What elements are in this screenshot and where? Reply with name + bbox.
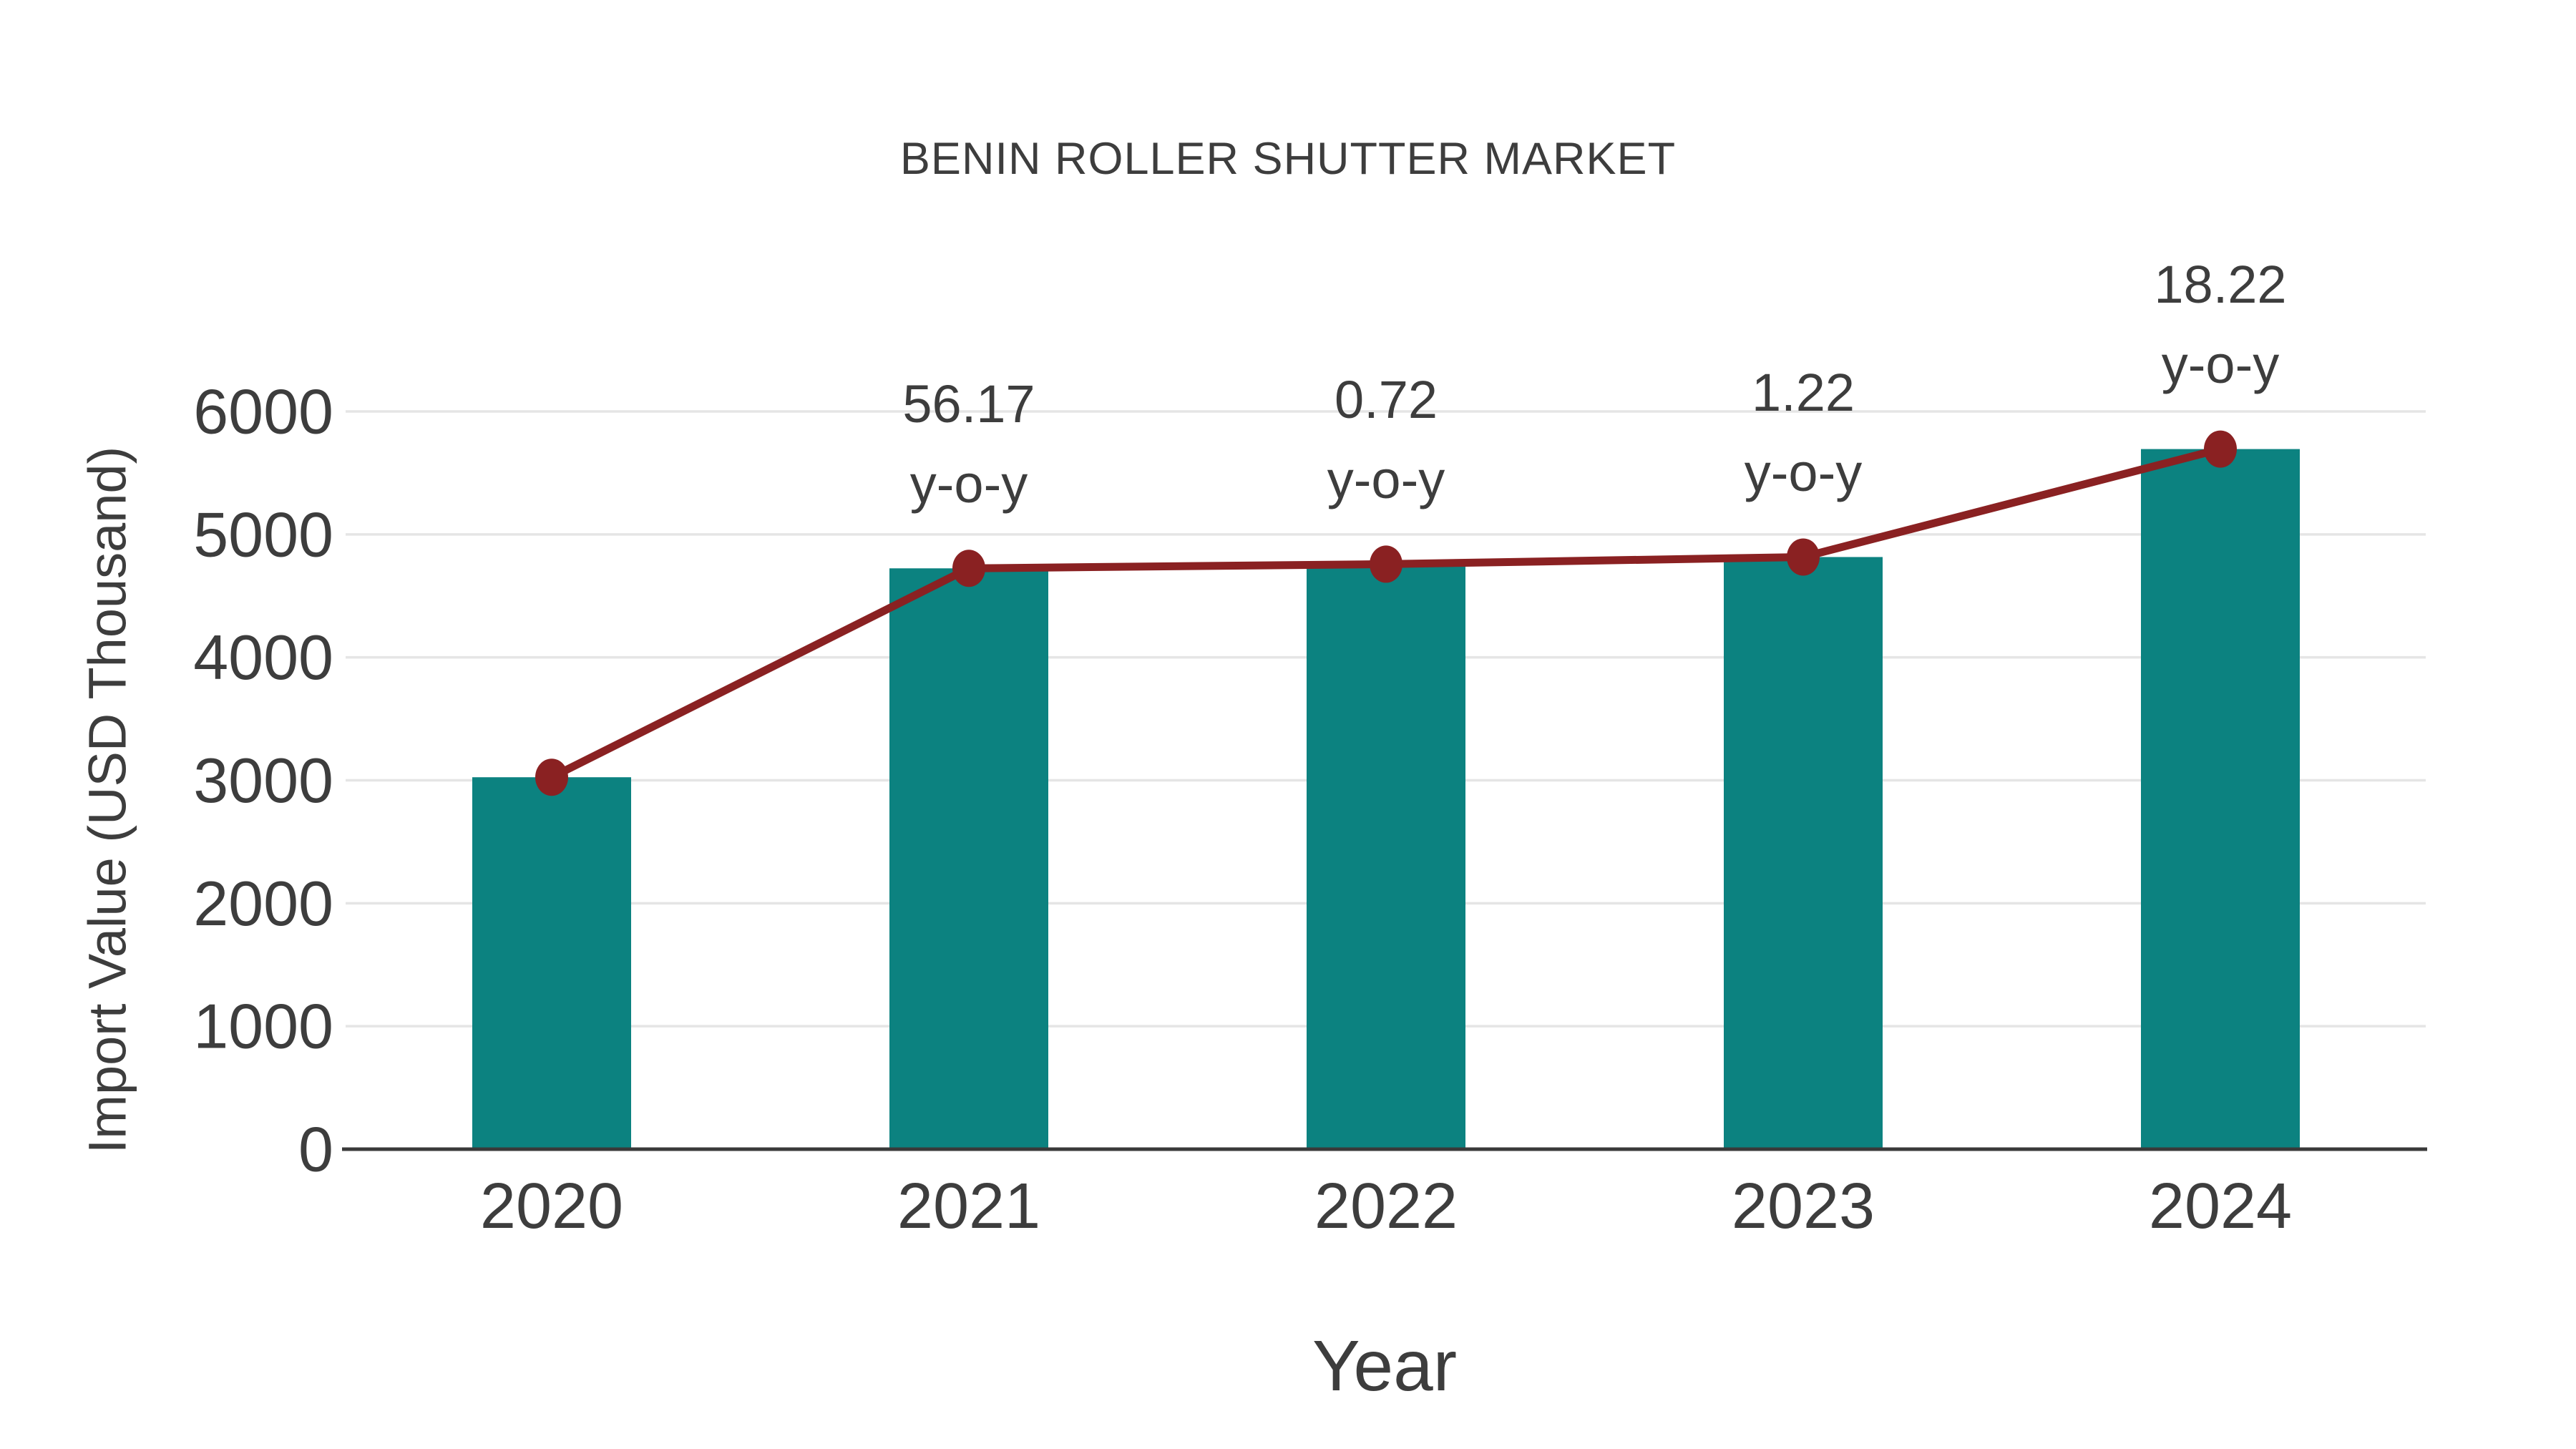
- x-tick-label-2024: 2024: [2149, 1171, 2292, 1242]
- data-point-marker-2020: [535, 758, 568, 796]
- x-tick-label-2022: 2022: [1314, 1171, 1458, 1242]
- bar-2020: [472, 777, 631, 1149]
- data-point-marker-2023: [1787, 538, 1820, 576]
- annotation-label-2023: y-o-y: [1745, 443, 1862, 502]
- y-tick-label-1000: 1000: [193, 991, 333, 1062]
- annotation-value-2024: 18.22: [2154, 255, 2286, 314]
- annotation-value-2022: 0.72: [1335, 370, 1438, 429]
- y-tick-label-5000: 5000: [193, 499, 333, 570]
- data-point-marker-2024: [2204, 430, 2237, 468]
- y-tick-label-0: 0: [298, 1114, 333, 1185]
- annotation-label-2021: y-o-y: [910, 454, 1028, 514]
- y-tick-label-6000: 6000: [193, 376, 333, 447]
- x-tick-label-2023: 2023: [1732, 1171, 1875, 1242]
- annotation-value-2023: 1.22: [1752, 363, 1855, 422]
- data-point-marker-2022: [1370, 545, 1402, 583]
- annotation-label-2024: y-o-y: [2162, 335, 2279, 394]
- y-tick-label-4000: 4000: [193, 622, 333, 693]
- x-tick-label-2021: 2021: [897, 1171, 1040, 1242]
- x-axis-title: Year: [1312, 1326, 1458, 1406]
- annotation-value-2021: 56.17: [902, 374, 1035, 434]
- bar-2022: [1307, 564, 1465, 1149]
- annotation-label-2022: y-o-y: [1327, 450, 1445, 509]
- bar-2021: [889, 568, 1048, 1149]
- y-tick-label-2000: 2000: [193, 868, 333, 939]
- bar-2024: [2141, 449, 2300, 1149]
- bar-2023: [1724, 557, 1883, 1149]
- y-tick-label-3000: 3000: [193, 745, 333, 816]
- data-point-marker-2021: [952, 550, 985, 587]
- chart-title: BENIN ROLLER SHUTTER MARKET: [899, 134, 1677, 184]
- x-tick-label-2020: 2020: [480, 1171, 623, 1242]
